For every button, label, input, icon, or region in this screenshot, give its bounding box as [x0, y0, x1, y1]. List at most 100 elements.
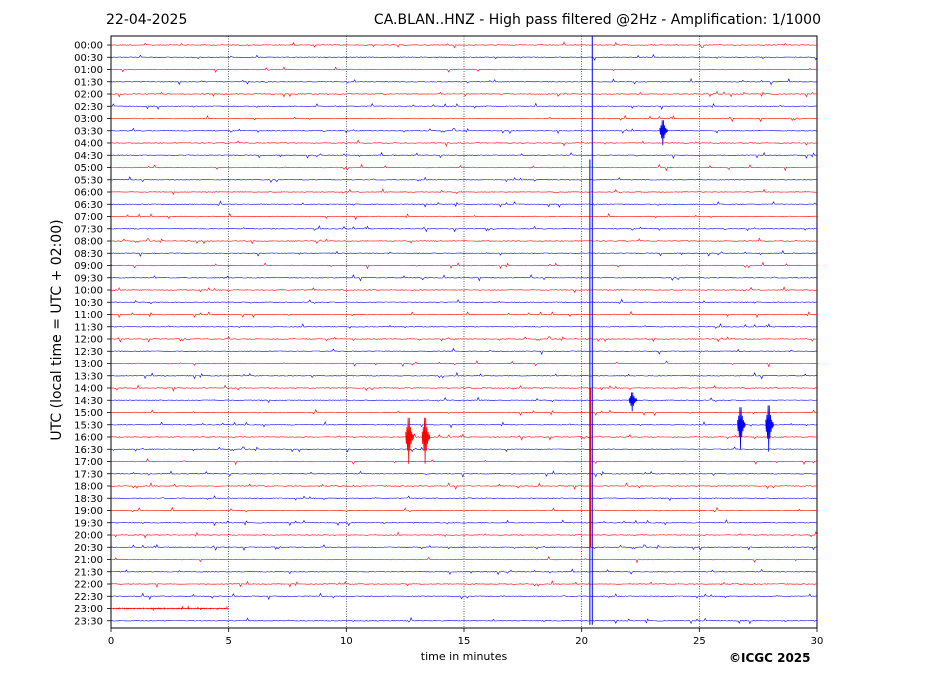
trace-0200	[110, 90, 818, 98]
row-label: 18:30	[74, 494, 103, 505]
trace-2330	[110, 616, 818, 625]
row-label: 07:30	[74, 224, 103, 235]
trace-2300	[110, 605, 229, 611]
trace-0100	[110, 66, 817, 73]
trace-0830	[110, 249, 818, 258]
row-label: 17:00	[74, 457, 103, 468]
trace-0030	[110, 53, 818, 61]
row-label: 14:00	[74, 384, 103, 395]
row-label: 08:30	[74, 249, 103, 260]
row-label: 22:30	[74, 592, 103, 603]
trace-1830	[110, 495, 818, 502]
x-tick-label: 15	[458, 636, 471, 647]
x-axis-ticks: 0 5 10 15 20 25 30	[108, 628, 824, 647]
seismic-traces	[110, 36, 818, 625]
row-label: 03:00	[74, 114, 103, 125]
trace-1430	[110, 396, 818, 404]
row-label: 14:30	[74, 396, 103, 407]
row-label: 23:30	[74, 616, 103, 627]
row-label: 13:00	[74, 359, 103, 370]
trace-0430	[110, 151, 817, 160]
event-burst	[405, 417, 414, 464]
row-label: 00:00	[74, 41, 103, 52]
event-burst	[421, 417, 431, 464]
row-label: 09:30	[74, 273, 103, 284]
row-label: 05:00	[74, 163, 103, 174]
trace-1030	[110, 298, 818, 305]
x-tick-label: 20	[575, 636, 588, 647]
row-label: 06:30	[74, 200, 103, 211]
trace-0900	[110, 261, 818, 270]
row-label: 05:30	[74, 175, 103, 186]
trace-1300	[110, 360, 818, 368]
trace-1600	[110, 433, 818, 441]
event-burst	[659, 120, 668, 146]
event-burst	[628, 392, 638, 412]
trace-1730	[110, 470, 818, 478]
x-tick-label: 30	[811, 636, 824, 647]
row-label: 16:30	[74, 445, 103, 456]
trace-2100	[110, 555, 818, 564]
trace-0730	[110, 225, 818, 233]
trace-2200	[110, 580, 818, 588]
x-tick-label: 0	[108, 636, 114, 647]
trace-0130	[110, 77, 818, 86]
row-label: 06:00	[74, 188, 103, 199]
trace-0330	[110, 127, 818, 134]
row-label: 16:00	[74, 433, 103, 444]
event-burst	[765, 405, 774, 452]
row-label: 01:30	[74, 77, 103, 88]
trace-0530	[110, 176, 818, 183]
trace-1630	[110, 446, 818, 453]
trace-1500	[110, 408, 818, 417]
row-label: 02:30	[74, 102, 103, 113]
row-label: 07:00	[74, 212, 103, 223]
trace-1330	[110, 371, 818, 380]
row-label: 11:00	[74, 310, 103, 321]
trace-1530	[110, 421, 818, 429]
trace-0630	[110, 200, 817, 208]
trace-1800	[110, 482, 817, 490]
row-label: 22:00	[74, 580, 103, 591]
row-label: 04:30	[74, 151, 103, 162]
trace-2030	[110, 543, 818, 551]
row-label: 12:30	[74, 347, 103, 358]
x-axis-label: time in minutes	[420, 650, 508, 663]
row-label: 18:00	[74, 482, 103, 493]
row-label: 23:00	[74, 604, 103, 615]
row-label: 19:30	[74, 518, 103, 529]
trace-1130	[110, 323, 818, 329]
event-burst	[737, 407, 746, 450]
x-tick-label: 25	[693, 636, 706, 647]
trace-0230	[110, 102, 818, 110]
row-label: 10:30	[74, 298, 103, 309]
trace-0300	[110, 114, 818, 123]
row-label: 15:30	[74, 420, 103, 431]
trace-1000	[110, 286, 818, 293]
trace-2130	[110, 568, 818, 576]
trace-1200	[110, 336, 818, 343]
chart-title: CA.BLAN..HNZ - High pass filtered @2Hz -…	[373, 12, 821, 28]
row-label: 01:00	[74, 65, 103, 76]
trace-1930	[110, 519, 818, 527]
trace-0930	[110, 274, 818, 282]
row-label: 15:00	[74, 408, 103, 419]
row-label: 11:30	[74, 322, 103, 333]
row-label: 19:00	[74, 506, 103, 517]
row-label: 21:30	[74, 567, 103, 578]
row-label: 20:00	[74, 531, 103, 542]
y-axis-label: UTC (local time = UTC + 02:00)	[49, 219, 65, 441]
trace-0500	[110, 163, 818, 172]
trace-0000	[111, 41, 818, 49]
row-label: 08:00	[74, 237, 103, 248]
trace-0400	[110, 139, 818, 147]
trace-2000	[110, 531, 818, 539]
row-label: 00:30	[74, 53, 103, 64]
trace-1100	[110, 310, 818, 319]
x-tick-label: 5	[225, 636, 231, 647]
vertical-gridlines	[228, 36, 700, 628]
trace-0700	[111, 212, 818, 221]
trace-0800	[110, 237, 818, 245]
